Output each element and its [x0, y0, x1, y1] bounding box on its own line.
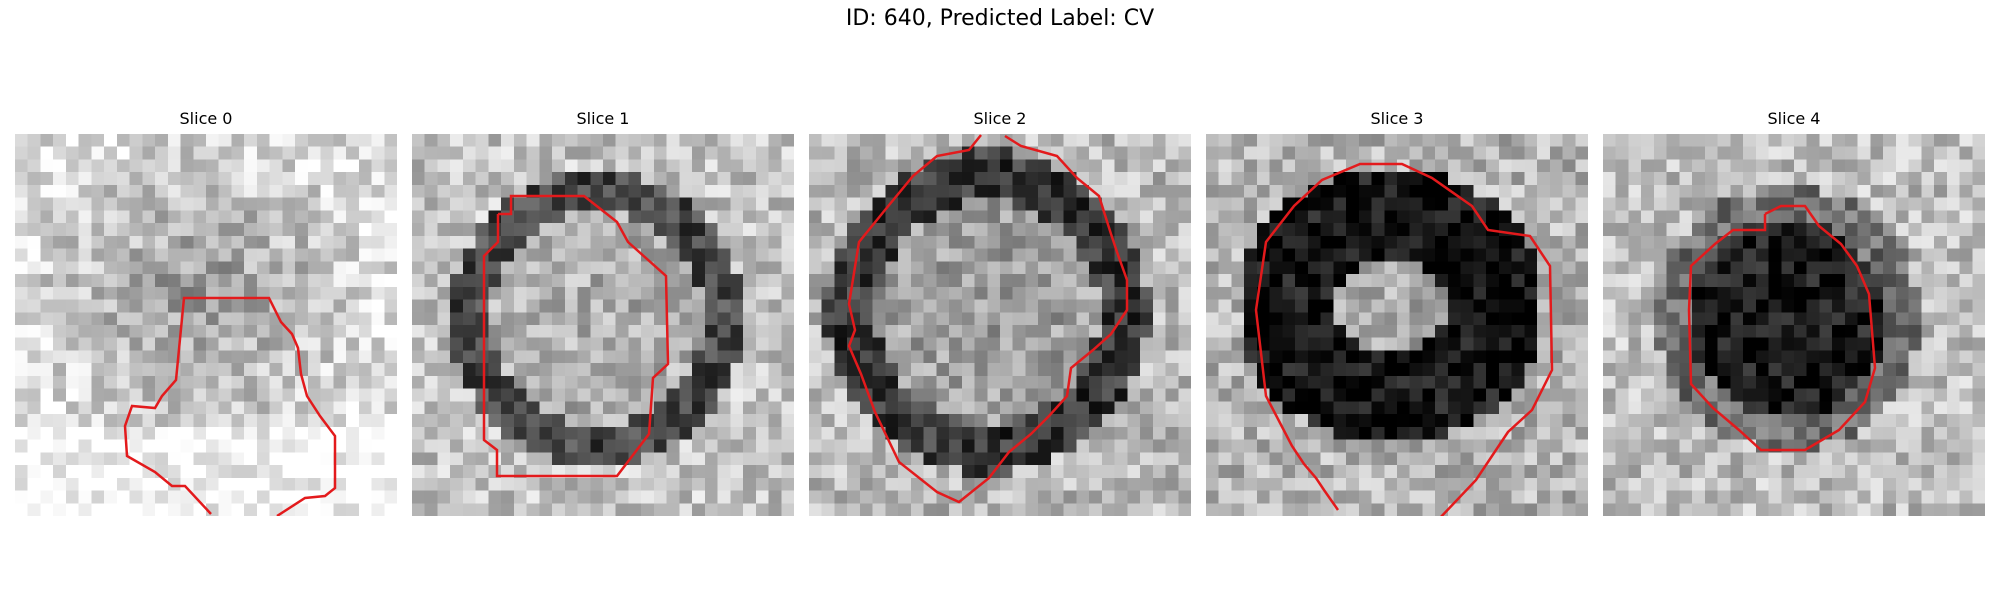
slice-title: Slice 1 [576, 109, 630, 128]
contour-overlay [482, 194, 670, 478]
slice-image [809, 134, 1191, 516]
segmentation-contour [482, 194, 670, 478]
segmentation-contour [1254, 162, 1554, 516]
segmentation-contour [847, 134, 1129, 504]
slice-image [15, 134, 397, 516]
slice-title: Slice 2 [973, 109, 1027, 128]
segmentation-contour [1687, 204, 1877, 452]
slice-image [1206, 134, 1588, 516]
slice-panel-4: Slice 4 [1603, 108, 1985, 516]
slice-title: Slice 0 [179, 109, 233, 128]
grayscale-patch [1603, 134, 1985, 516]
segmentation-contour [123, 296, 337, 516]
slice-panel-0: Slice 0 [15, 108, 397, 516]
contour-overlay [847, 134, 1129, 504]
figure-title: ID: 640, Predicted Label: CV [845, 6, 1155, 31]
slice-title: Slice 3 [1370, 109, 1424, 128]
contour-overlay [1687, 204, 1877, 452]
slice-panel-1: Slice 1 [412, 108, 794, 516]
slice-image [1603, 134, 1985, 516]
slice-panel-2: Slice 2 [809, 108, 1191, 516]
grayscale-patch [412, 134, 794, 516]
slice-panel-3: Slice 3 [1206, 108, 1588, 516]
contour-overlay [123, 296, 337, 516]
contour-overlay [1254, 162, 1554, 516]
slice-image [412, 134, 794, 516]
grayscale-patch [1206, 134, 1588, 516]
slice-title: Slice 4 [1767, 109, 1821, 128]
grayscale-patch [15, 134, 397, 516]
grayscale-patch [809, 134, 1191, 516]
